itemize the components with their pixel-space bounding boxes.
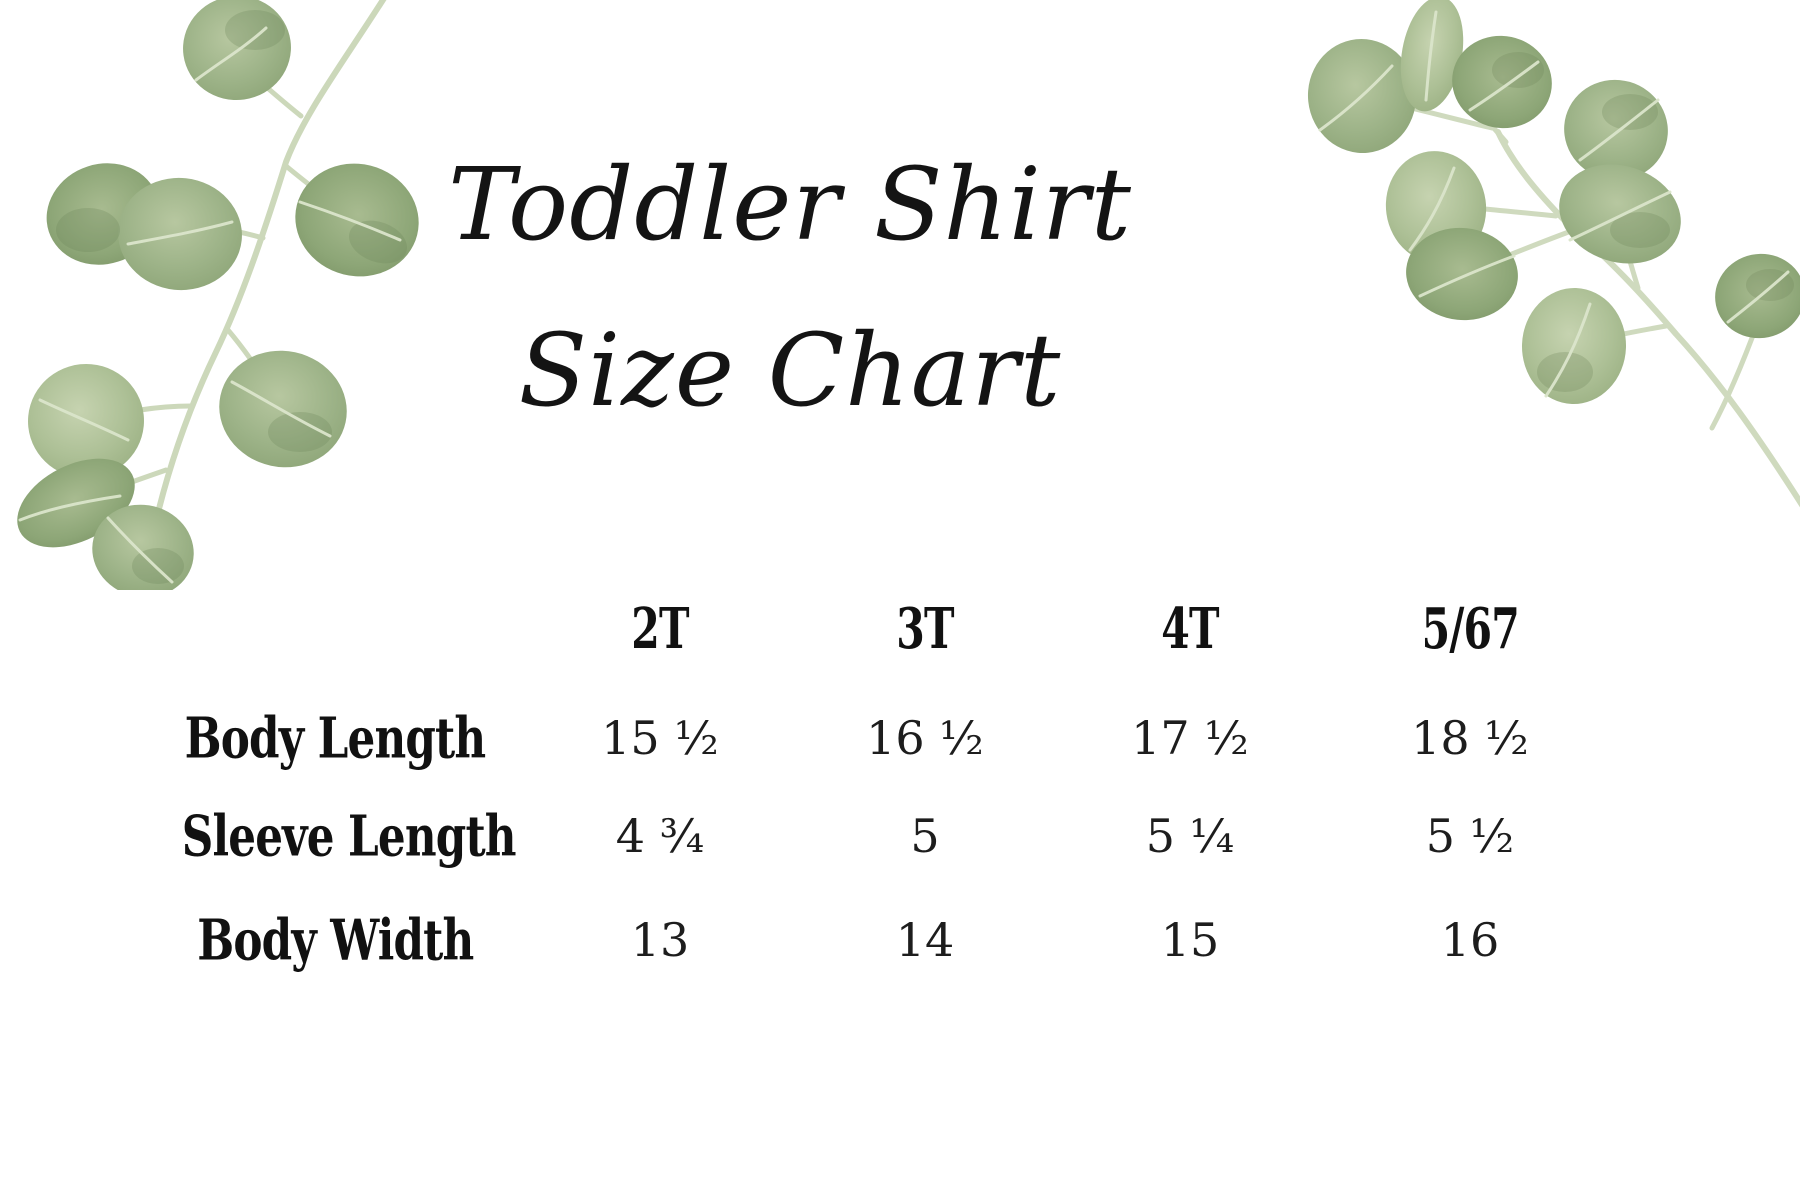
eucalyptus-branch-right-illustration xyxy=(1307,0,1800,508)
size-value: 5 xyxy=(910,809,940,863)
eucalyptus-leaf xyxy=(1406,227,1518,321)
page-title: Toddler Shirt Size Chart xyxy=(390,122,1190,454)
column-header-label: 2T xyxy=(631,594,689,662)
row-label-cell: Body Length xyxy=(150,705,520,771)
eucalyptus-leaf xyxy=(295,163,419,277)
size-value: 15 ½ xyxy=(601,711,719,765)
eucalyptus-leaves xyxy=(17,0,419,590)
row-label-cell: Body Width xyxy=(150,907,520,973)
column-header-cell-2t: 2T xyxy=(520,595,800,661)
eucalyptus-leaf xyxy=(183,0,291,101)
value-cell: 16 xyxy=(1330,913,1610,967)
column-header-cell-3t: 3T xyxy=(800,595,1050,661)
row-label: Body Width xyxy=(196,907,474,973)
table-row-body-width: Body Width 13 14 15 16 xyxy=(150,890,1610,990)
size-table-header-row: 2T 3T 4T 5/67 xyxy=(150,578,1610,678)
column-header-cell-4t: 4T xyxy=(1050,595,1330,661)
size-value: 15 xyxy=(1160,913,1220,967)
value-cell: 5 xyxy=(800,809,1050,863)
size-value: 17 ½ xyxy=(1131,711,1249,765)
value-cell: 16 ½ xyxy=(800,711,1050,765)
size-value: 16 ½ xyxy=(866,711,984,765)
leaf-veins xyxy=(18,26,402,584)
value-cell: 13 xyxy=(520,913,800,967)
size-value: 5 ½ xyxy=(1425,809,1515,863)
value-cell: 18 ½ xyxy=(1330,711,1610,765)
column-header-cell-5-6t: 5/67 xyxy=(1330,595,1610,661)
value-cell: 5 ½ xyxy=(1330,809,1610,863)
column-header-label: 3T xyxy=(896,594,954,662)
size-value: 18 ½ xyxy=(1411,711,1529,765)
table-row-sleeve-length: Sleeve Length 4 ¾ 5 5 ¼ 5 ½ xyxy=(150,786,1610,886)
size-value: 14 xyxy=(895,913,955,967)
watercolor-patches xyxy=(1492,52,1794,392)
value-cell: 15 xyxy=(1050,913,1330,967)
value-cell: 15 ½ xyxy=(520,711,800,765)
title-line-1: Toddler Shirt xyxy=(448,146,1132,263)
value-cell: 14 xyxy=(800,913,1050,967)
size-value: 5 ¼ xyxy=(1145,809,1235,863)
size-value: 16 xyxy=(1440,913,1500,967)
table-row-body-length: Body Length 15 ½ 16 ½ 17 ½ 18 ½ xyxy=(150,688,1610,788)
value-cell: 4 ¾ xyxy=(520,809,800,863)
title-line-2: Size Chart xyxy=(518,312,1062,429)
watercolor-patches xyxy=(56,10,408,584)
column-header-label: 5/67 xyxy=(1421,594,1519,662)
row-label: Sleeve Length xyxy=(181,803,517,869)
eucalyptus-leaf xyxy=(1564,79,1668,181)
eucalyptus-leaf xyxy=(1559,164,1681,264)
row-label: Body Length xyxy=(184,705,487,771)
value-cell: 17 ½ xyxy=(1050,711,1330,765)
row-label-cell: Sleeve Length xyxy=(150,803,520,869)
leaf-veins xyxy=(1318,10,1790,398)
size-value: 4 ¾ xyxy=(615,809,705,863)
value-cell: 5 ¼ xyxy=(1050,809,1330,863)
eucalyptus-leaf xyxy=(219,350,347,468)
column-header-label: 4T xyxy=(1161,594,1219,662)
size-value: 13 xyxy=(630,913,690,967)
eucalyptus-branch-left-illustration xyxy=(17,0,419,590)
